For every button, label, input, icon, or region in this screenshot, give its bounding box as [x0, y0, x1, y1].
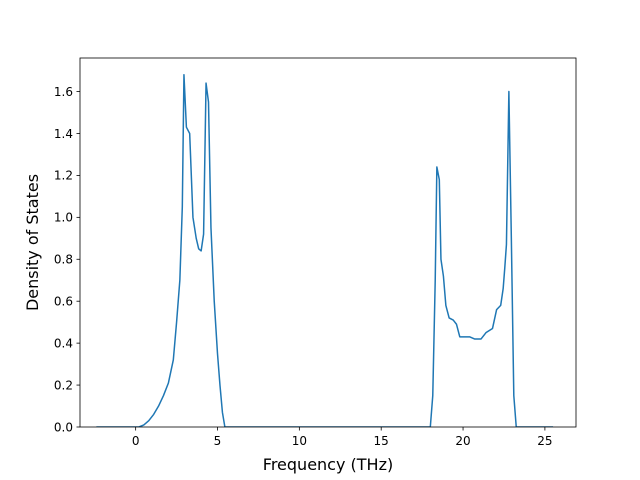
x-axis-label: Frequency (THz): [263, 455, 393, 474]
y-tick-label: 0.6: [54, 295, 73, 309]
x-tick-label: 0: [132, 434, 140, 448]
dos-series-line: [96, 74, 554, 427]
x-tick-label: 20: [455, 434, 470, 448]
y-tick-label: 1.0: [54, 211, 73, 225]
y-tick-label: 0.8: [54, 253, 73, 267]
x-tick-label: 25: [537, 434, 552, 448]
y-tick-label: 1.2: [54, 169, 73, 183]
x-tick-label: 10: [292, 434, 307, 448]
y-axis-label: Density of States: [23, 174, 42, 311]
y-tick-label: 0.0: [54, 420, 73, 434]
y-tick-label: 1.6: [54, 85, 73, 99]
axes-frame: [79, 57, 577, 428]
y-tick-label: 1.4: [54, 127, 73, 141]
ticks: 0 5 10 15 20 25 0.0 0.2 0.4 0.6 0.8 1.0 1.2 1.4 1.6: [54, 85, 553, 448]
x-tick-label: 15: [374, 434, 389, 448]
x-tick-label: 5: [214, 434, 222, 448]
y-tick-label: 0.2: [54, 378, 73, 392]
plot-area: [96, 74, 554, 427]
y-tick-label: 0.4: [54, 336, 73, 350]
